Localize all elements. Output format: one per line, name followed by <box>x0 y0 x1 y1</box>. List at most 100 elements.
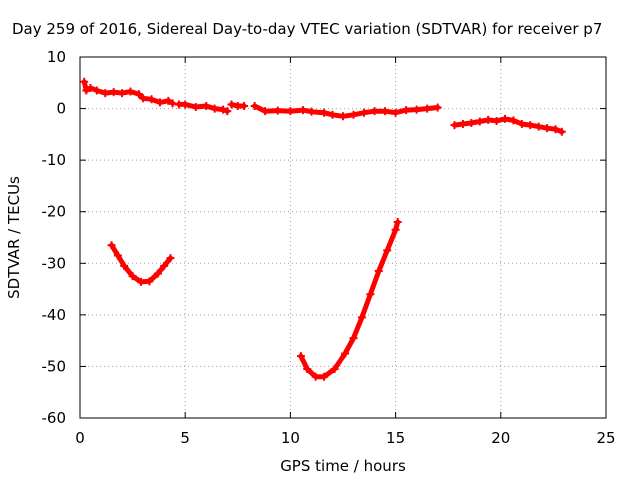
data-point <box>128 272 137 281</box>
data-point <box>164 96 173 105</box>
data-point <box>366 290 375 299</box>
data-point <box>311 372 320 381</box>
data-point <box>261 107 270 116</box>
data-point <box>450 121 459 130</box>
series-track-2 <box>174 100 232 116</box>
data-point <box>526 121 535 130</box>
data-point <box>134 90 143 99</box>
x-tick-label: 5 <box>180 429 190 447</box>
data-point <box>202 101 211 110</box>
data-point <box>307 107 316 116</box>
data-point <box>393 218 402 227</box>
data-point <box>328 110 337 119</box>
data-point <box>82 86 91 95</box>
data-point <box>160 261 169 270</box>
series-arc-2 <box>296 218 402 381</box>
data-point <box>107 241 116 250</box>
data-point <box>155 98 164 107</box>
data-point <box>517 120 526 129</box>
data-point <box>551 125 560 134</box>
y-axis: 10 0 -10 -20 -30 -40 -50 -60 <box>42 48 606 427</box>
data-point <box>360 108 369 117</box>
data-point <box>320 372 329 381</box>
data-point <box>534 122 543 131</box>
data-point <box>120 261 129 270</box>
data-point <box>467 119 476 128</box>
data-point <box>191 103 200 112</box>
data-point <box>381 107 390 116</box>
data-point <box>80 77 89 86</box>
data-point <box>137 277 146 286</box>
data-point <box>433 103 442 112</box>
data-point <box>168 99 177 108</box>
data-point <box>126 87 135 96</box>
data-point <box>299 106 308 115</box>
series-track-5 <box>450 114 566 136</box>
data-point <box>357 313 366 322</box>
x-tick-label: 0 <box>75 429 85 447</box>
data-point <box>391 225 400 234</box>
data-point <box>501 114 510 123</box>
series-arc-1 <box>107 241 175 286</box>
y-tick-label: -30 <box>42 254 67 272</box>
data-point <box>210 104 219 113</box>
data-point <box>509 116 518 125</box>
data-point <box>219 105 228 114</box>
data-point <box>286 107 295 116</box>
y-tick-label: 0 <box>56 100 66 118</box>
chart-title: Day 259 of 2016, Sidereal Day-to-day VTE… <box>12 20 602 38</box>
data-point <box>147 95 156 104</box>
data-point <box>374 267 383 276</box>
data-point <box>223 107 232 116</box>
data-point <box>240 101 249 110</box>
data-point <box>101 89 110 98</box>
data-point <box>92 86 101 95</box>
data-point <box>330 365 339 374</box>
data-point <box>543 124 552 133</box>
y-axis-label: SDTVAR / TECUs <box>5 176 23 299</box>
x-tick-label: 25 <box>596 429 615 447</box>
x-tick-label: 20 <box>491 429 510 447</box>
data-point <box>227 100 236 109</box>
data-point <box>492 116 501 125</box>
data-series <box>80 77 566 381</box>
y-tick-label: -10 <box>42 151 67 169</box>
series-track-4 <box>250 101 442 121</box>
x-axis: 0 5 10 15 20 25 <box>75 57 616 447</box>
plot-frame <box>79 56 607 419</box>
data-point <box>166 254 175 263</box>
data-point <box>391 108 400 117</box>
data-point <box>273 106 282 115</box>
series-line <box>298 219 401 380</box>
data-point <box>475 117 484 126</box>
data-point <box>557 127 566 136</box>
series-track-3 <box>227 100 249 110</box>
x-tick-label: 15 <box>386 429 405 447</box>
y-tick-label: -40 <box>42 306 67 324</box>
x-tick-label: 10 <box>281 429 300 447</box>
data-point <box>86 83 95 92</box>
series-line <box>252 103 441 119</box>
data-point <box>296 352 305 361</box>
data-point <box>458 120 467 129</box>
data-point <box>341 349 350 358</box>
data-point <box>153 269 162 278</box>
y-tick-label: -50 <box>42 357 67 375</box>
data-point <box>349 334 358 343</box>
data-point <box>113 251 122 260</box>
data-point <box>484 115 493 124</box>
data-point <box>303 365 312 374</box>
data-point <box>139 94 148 103</box>
data-point <box>383 246 392 255</box>
data-point <box>181 100 190 109</box>
data-point <box>412 105 421 114</box>
y-tick-label: -20 <box>42 203 67 221</box>
data-point <box>109 88 118 97</box>
grid <box>80 57 606 418</box>
series-main-track <box>80 77 177 108</box>
data-point <box>423 104 432 113</box>
data-point <box>339 112 347 121</box>
data-point <box>402 106 411 115</box>
data-point <box>349 110 358 119</box>
